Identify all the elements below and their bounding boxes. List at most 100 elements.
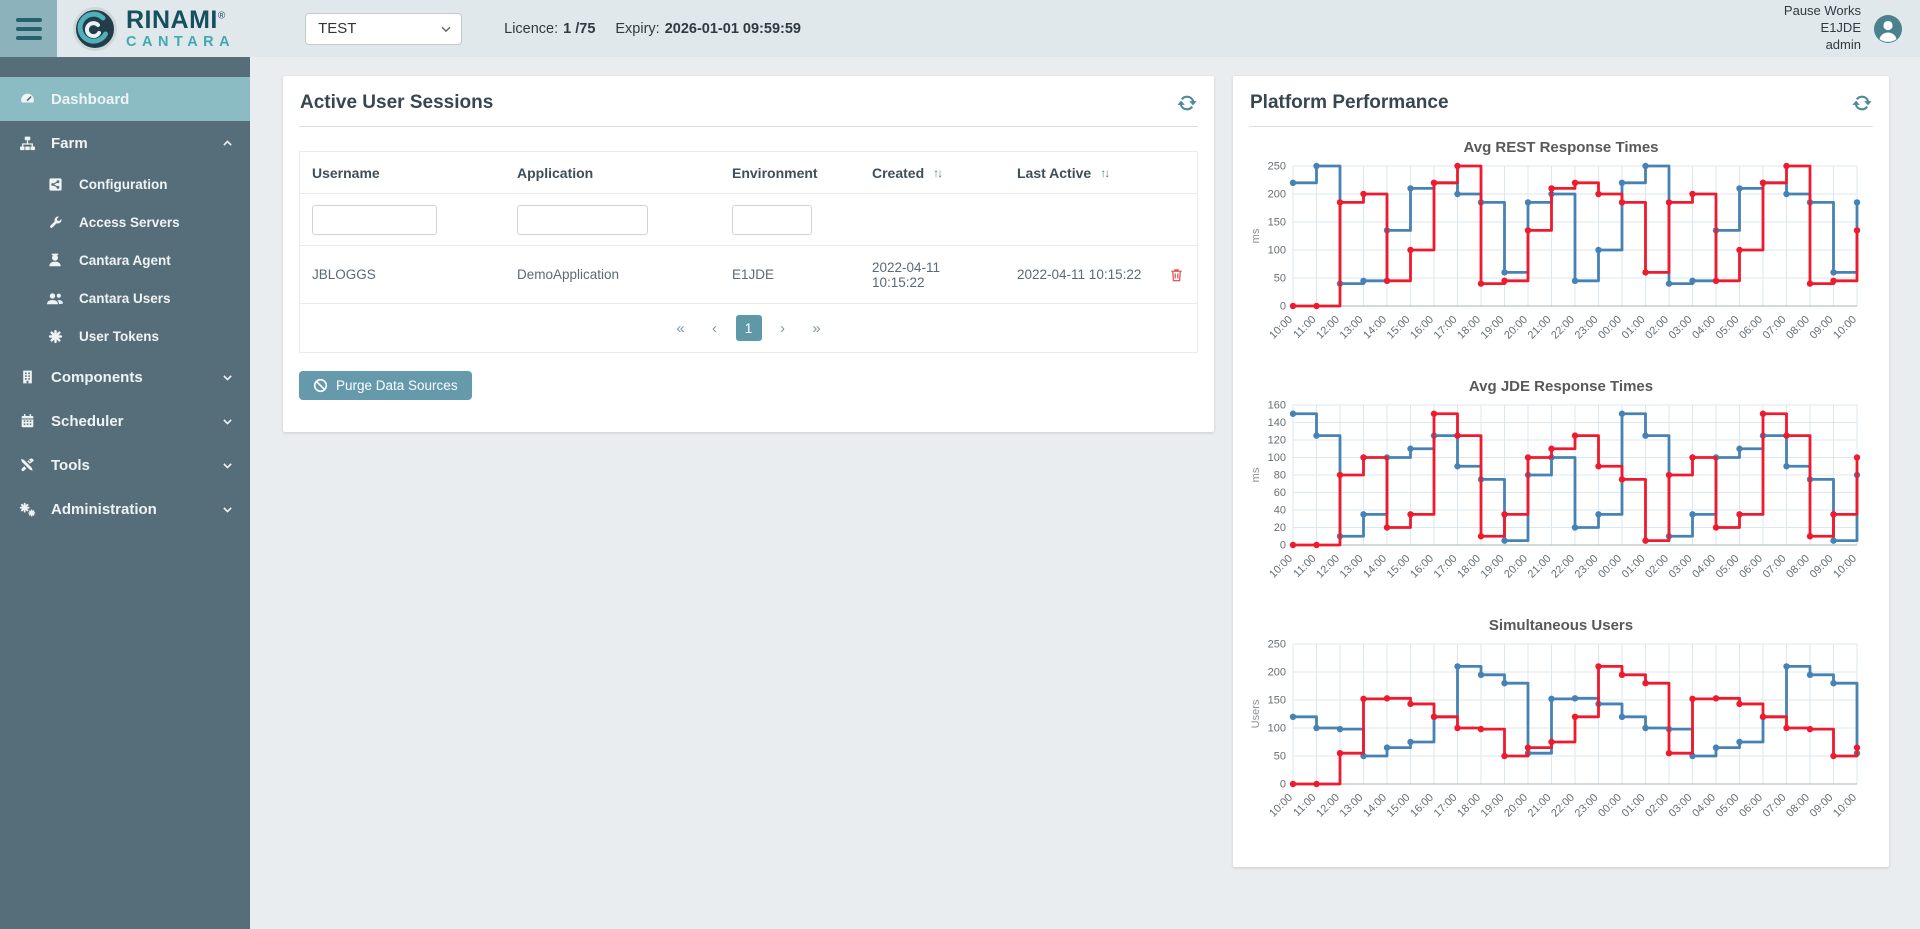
svg-text:00:00: 00:00 [1596, 792, 1624, 820]
refresh-sessions-button[interactable] [1176, 92, 1198, 114]
svg-text:150: 150 [1268, 695, 1286, 707]
svg-text:01:00: 01:00 [1620, 314, 1648, 342]
svg-text:Users: Users [1250, 699, 1262, 728]
svg-text:18:00: 18:00 [1455, 792, 1483, 820]
svg-text:120: 120 [1268, 435, 1286, 447]
licence-value: 1 /75 [563, 20, 596, 37]
svg-text:13:00: 13:00 [1338, 553, 1366, 581]
table-filter-row [300, 194, 1197, 246]
sidebar-item-label: Configuration [79, 176, 168, 192]
chevron-down-icon [221, 415, 234, 428]
svg-text:04:00: 04:00 [1690, 792, 1718, 820]
svg-text:17:00: 17:00 [1432, 314, 1460, 342]
svg-text:09:00: 09:00 [1808, 792, 1836, 820]
chevron-down-icon [221, 371, 234, 384]
svg-text:08:00: 08:00 [1784, 792, 1812, 820]
filter-application-input[interactable] [517, 204, 648, 235]
svg-text:100: 100 [1268, 452, 1286, 464]
svg-text:22:00: 22:00 [1549, 553, 1577, 581]
menu-toggle-button[interactable] [0, 0, 57, 57]
delete-session-button[interactable] [1169, 267, 1184, 283]
sidebar-item-components[interactable]: Components [0, 355, 250, 399]
svg-text:16:00: 16:00 [1408, 792, 1436, 820]
svg-text:21:00: 21:00 [1526, 553, 1554, 581]
svg-text:10:00: 10:00 [1267, 792, 1295, 820]
filter-environment-input[interactable] [732, 204, 812, 235]
svg-text:05:00: 05:00 [1714, 792, 1742, 820]
svg-text:100: 100 [1268, 245, 1286, 257]
svg-text:00:00: 00:00 [1596, 553, 1624, 581]
pagination-next-button[interactable]: › [770, 315, 796, 341]
sidebar-item-cantara-agent[interactable]: Cantara Agent [0, 241, 250, 279]
svg-text:11:00: 11:00 [1291, 792, 1318, 819]
platform-performance-panel: Platform Performance Avg REST Response T… [1233, 76, 1889, 867]
filter-username-input[interactable] [312, 204, 437, 235]
purge-data-sources-button[interactable]: Purge Data Sources [299, 371, 472, 400]
table-row: JBLOGGS DemoApplication E1JDE 2022-04-11 10… [300, 246, 1197, 304]
sidebar-item-administration[interactable]: Administration [0, 487, 250, 531]
token-icon [44, 329, 66, 344]
sidebar-item-dashboard[interactable]: Dashboard [0, 77, 250, 121]
sidebar-item-label: Administration [51, 500, 157, 518]
performance-panel-title: Platform Performance [1250, 92, 1449, 113]
svg-text:11:00: 11:00 [1291, 553, 1318, 580]
chart-avg-jde-response-times: Avg JDE Response Times 0 20 40 60 80 100 120 140… [1233, 378, 1889, 605]
svg-text:ms: ms [1250, 228, 1262, 243]
svg-text:60: 60 [1274, 487, 1286, 499]
column-header-created[interactable]: Created ↑↓ [872, 164, 943, 181]
svg-text:10:00: 10:00 [1267, 553, 1295, 581]
column-header-last-active[interactable]: Last Active ↑↓ [1017, 164, 1110, 181]
svg-text:40: 40 [1274, 505, 1286, 517]
svg-text:50: 50 [1274, 273, 1286, 285]
svg-text:05:00: 05:00 [1714, 553, 1742, 581]
sidebar-item-scheduler[interactable]: Scheduler [0, 399, 250, 443]
svg-text:00:00: 00:00 [1596, 314, 1624, 342]
sidebar-item-configuration[interactable]: Configuration [0, 165, 250, 203]
svg-text:10:00: 10:00 [1267, 314, 1295, 342]
svg-text:08:00: 08:00 [1784, 314, 1812, 342]
svg-text:19:00: 19:00 [1479, 553, 1507, 581]
svg-text:22:00: 22:00 [1549, 314, 1577, 342]
svg-text:09:00: 09:00 [1808, 314, 1836, 342]
pagination-prev-button[interactable]: ‹ [702, 315, 728, 341]
svg-text:12:00: 12:00 [1314, 314, 1342, 342]
agent-icon [44, 252, 66, 268]
svg-text:16:00: 16:00 [1408, 314, 1436, 342]
pause-works-action[interactable]: Pause Works [1783, 3, 1861, 19]
sort-icon: ↑↓ [1100, 165, 1110, 180]
user-environment: E1JDE [1820, 20, 1861, 36]
sidebar-item-access-servers[interactable]: Access Servers [0, 203, 250, 241]
column-header-username: Username [312, 164, 380, 181]
environment-select[interactable]: TEST [305, 12, 463, 45]
sidebar-item-label: User Tokens [79, 328, 160, 344]
svg-text:18:00: 18:00 [1455, 553, 1483, 581]
pagination-last-button[interactable]: » [804, 315, 830, 341]
chart-simultaneous-users: Simultaneous Users 0 50 100 150 200 250 10:00 11… [1233, 617, 1889, 844]
chart-title: Avg JDE Response Times [1468, 378, 1654, 395]
cell-username: JBLOGGS [312, 267, 376, 282]
pagination-page-1-button[interactable]: 1 [735, 315, 762, 341]
chart-canvas: 05010015020025010:0011:0012:0013:0014:00… [1250, 639, 1861, 820]
svg-text:14:00: 14:00 [1361, 314, 1389, 342]
svg-text:19:00: 19:00 [1479, 792, 1507, 820]
sidebar-item-user-tokens[interactable]: User Tokens [0, 317, 250, 355]
sidebar-item-farm[interactable]: Farm [0, 121, 250, 165]
svg-text:04:00: 04:00 [1690, 314, 1718, 342]
svg-text:11:00: 11:00 [1291, 314, 1318, 341]
svg-text:200: 200 [1268, 189, 1286, 201]
pagination-first-button[interactable]: « [668, 315, 694, 341]
svg-text:10:00: 10:00 [1831, 314, 1859, 342]
cell-created: 2022-04-11 10:15:22 [872, 259, 941, 290]
svg-text:18:00: 18:00 [1455, 314, 1483, 342]
expiry-value: 2026-01-01 09:59:59 [664, 20, 801, 37]
svg-text:140: 140 [1268, 417, 1286, 429]
sidebar-item-tools[interactable]: Tools [0, 443, 250, 487]
brand-subname: CANTARA [126, 33, 236, 50]
sidebar-item-cantara-users[interactable]: Cantara Users [0, 279, 250, 317]
svg-text:09:00: 09:00 [1808, 553, 1836, 581]
user-avatar[interactable] [1873, 14, 1903, 44]
refresh-performance-button[interactable] [1851, 92, 1873, 114]
svg-text:06:00: 06:00 [1737, 553, 1765, 581]
cell-application: DemoApplication [517, 267, 620, 282]
svg-text:50: 50 [1274, 751, 1286, 763]
